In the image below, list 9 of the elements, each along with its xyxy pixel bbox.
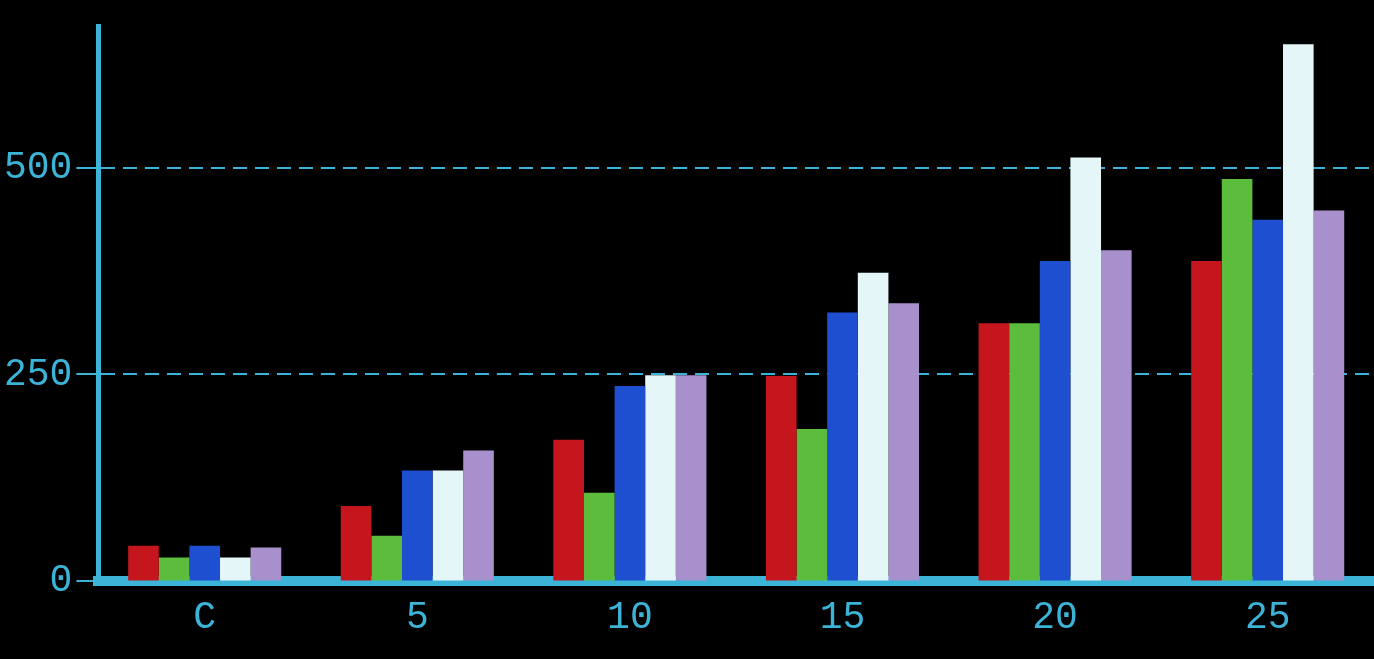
x-tick-label: 5 bbox=[405, 596, 429, 640]
x-tick-label: 10 bbox=[607, 596, 653, 640]
x-tick-label: 20 bbox=[1032, 596, 1078, 640]
y-tick-label: 250 bbox=[3, 352, 73, 396]
y-tick-label: 0 bbox=[49, 559, 73, 603]
x-tick-label: 25 bbox=[1244, 596, 1291, 640]
y-tick-label: 500 bbox=[3, 145, 73, 189]
x-tick-label: C bbox=[193, 596, 217, 640]
x-tick-label: 15 bbox=[819, 596, 866, 640]
